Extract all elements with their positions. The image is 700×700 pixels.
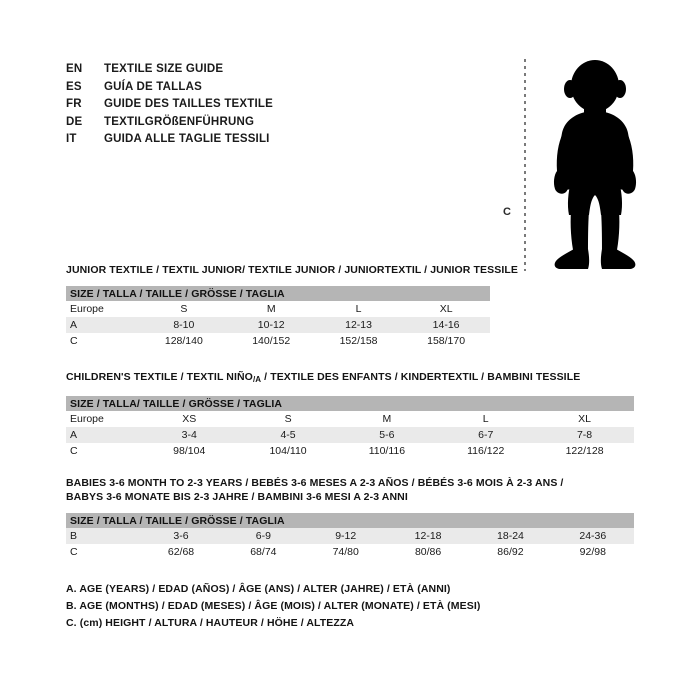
height-measure-label: C	[503, 206, 511, 218]
table-cell: 24-36	[551, 528, 634, 544]
language-code-fr: FR	[66, 98, 82, 110]
table-cell: 3-4	[139, 427, 239, 443]
table-cell: 122/128	[535, 443, 634, 459]
table-cell: 104/110	[238, 443, 338, 459]
table-cell: 7-8	[535, 427, 634, 443]
row-label: Europe	[66, 301, 141, 317]
babies-band-label: SIZE / TALLA / TAILLE / GRÖSSE / TAGLIA	[66, 513, 634, 528]
table-header-row: SIZE / TALLA / TAILLE / GRÖSSE / TAGLIA	[66, 513, 634, 528]
table-cell: 80/86	[386, 544, 470, 560]
table-cell: S	[140, 301, 228, 317]
language-title-de: TEXTILGRÖßENFÜHRUNG	[104, 115, 255, 128]
table-row: C 128/140 140/152 152/158 158/170	[66, 333, 490, 349]
table-cell: 9-12	[304, 528, 387, 544]
babies-textile-section: BABIES 3-6 MONTH TO 2-3 YEARS / BEBÉS 3-…	[66, 476, 634, 560]
language-title-block: EN TEXTILE SIZE GUIDE ES GUÍA DE TALLAS …	[66, 63, 396, 151]
row-label: C	[66, 333, 141, 349]
table-cell: M	[227, 301, 315, 317]
table-cell: 6-7	[436, 427, 536, 443]
table-cell: XL	[535, 411, 634, 427]
children-band-label: SIZE / TALLA/ TAILLE / GRÖSSE / TAGLIA	[66, 396, 634, 411]
table-cell: 3-6	[139, 528, 223, 544]
table-cell: 18-24	[469, 528, 552, 544]
table-row: C 62/68 68/74 74/80 80/86 86/92 92/98	[66, 544, 634, 560]
legend-line-c: C. (cm) HEIGHT / ALTURA / HAUTEUR / HÖHE…	[66, 617, 355, 629]
table-cell: 92/98	[551, 544, 634, 560]
row-label: A	[66, 317, 141, 333]
table-header-row: SIZE / TALLA / TAILLE / GRÖSSE / TAGLIA	[66, 286, 490, 301]
table-cell: 86/92	[469, 544, 552, 560]
language-row-fr: FR GUIDE DES TAILLES TEXTILE	[66, 98, 396, 116]
row-label: C	[66, 443, 140, 459]
table-row: C 98/104 104/110 110/116 116/122 122/128	[66, 443, 634, 459]
table-row: Europe S M L XL	[66, 301, 490, 317]
table-cell: 152/158	[314, 333, 403, 349]
table-cell: 140/152	[227, 333, 315, 349]
row-label: A	[66, 427, 140, 443]
table-row: B 3-6 6-9 9-12 12-18 18-24 24-36	[66, 528, 634, 544]
children-section-title: CHILDREN'S TEXTILE / TEXTIL NIÑO/A / TEX…	[66, 370, 634, 387]
language-title-es: GUÍA DE TALLAS	[104, 80, 202, 93]
children-title-suffix: / TEXTILE DES ENFANTS / KINDERTEXTIL / B…	[261, 371, 581, 383]
table-cell: M	[337, 411, 437, 427]
table-cell: XS	[139, 411, 239, 427]
table-cell: 12-13	[314, 317, 403, 333]
language-row-en: EN TEXTILE SIZE GUIDE	[66, 63, 396, 81]
table-row: Europe XS S M L XL	[66, 411, 634, 427]
language-title-en: TEXTILE SIZE GUIDE	[104, 63, 224, 75]
junior-textile-section: JUNIOR TEXTILE / TEXTIL JUNIOR/ TEXTILE …	[66, 263, 518, 349]
table-cell: L	[436, 411, 536, 427]
table-cell: 10-12	[227, 317, 315, 333]
language-row-it: IT GUIDA ALLE TAGLIE TESSILI	[66, 133, 396, 151]
table-cell: XL	[402, 301, 490, 317]
babies-section-title-line2: BABYS 3-6 MONATE BIS 2-3 JAHRE / BAMBINI…	[66, 491, 408, 503]
babies-section-title-line1: BABIES 3-6 MONTH TO 2-3 YEARS / BEBÉS 3-…	[66, 477, 564, 489]
language-row-de: DE TEXTILGRÖßENFÜHRUNG	[66, 116, 396, 134]
children-title-prefix: CHILDREN'S TEXTILE / TEXTIL NIÑO	[66, 371, 253, 383]
table-cell: 12-18	[386, 528, 470, 544]
legend-line-b: B. AGE (MONTHS) / EDAD (MESES) / ÂGE (MO…	[66, 600, 481, 612]
language-code-de: DE	[66, 115, 83, 128]
table-row: A 8-10 10-12 12-13 14-16	[66, 317, 490, 333]
dotted-height-line-icon	[524, 59, 526, 271]
table-cell: 6-9	[222, 528, 305, 544]
junior-size-table: SIZE / TALLA / TAILLE / GRÖSSE / TAGLIA …	[66, 286, 490, 349]
table-cell: 158/170	[402, 333, 490, 349]
row-label: C	[66, 544, 140, 560]
table-cell: 98/104	[139, 443, 239, 459]
table-cell: 8-10	[140, 317, 228, 333]
language-code-en: EN	[66, 63, 83, 75]
measurement-legend: A. AGE (YEARS) / EDAD (AÑOS) / ÂGE (ANS)…	[66, 581, 526, 632]
table-cell: 68/74	[222, 544, 305, 560]
table-cell: 62/68	[139, 544, 223, 560]
table-cell: 128/140	[140, 333, 228, 349]
table-cell: 116/122	[436, 443, 536, 459]
table-cell: S	[238, 411, 338, 427]
language-row-es: ES GUÍA DE TALLAS	[66, 81, 396, 99]
table-cell: 110/116	[337, 443, 437, 459]
table-cell: 74/80	[304, 544, 387, 560]
table-cell: 4-5	[238, 427, 338, 443]
table-cell: 14-16	[402, 317, 490, 333]
language-code-it: IT	[66, 133, 77, 145]
table-cell: 5-6	[337, 427, 437, 443]
language-code-es: ES	[66, 80, 82, 93]
table-header-row: SIZE / TALLA/ TAILLE / GRÖSSE / TAGLIA	[66, 396, 634, 411]
junior-section-title: JUNIOR TEXTILE / TEXTIL JUNIOR/ TEXTILE …	[66, 264, 518, 276]
babies-size-table: SIZE / TALLA / TAILLE / GRÖSSE / TAGLIA …	[66, 513, 634, 560]
height-measurement-figure: C	[495, 45, 655, 271]
language-title-it: GUIDA ALLE TAGLIE TESSILI	[104, 133, 270, 145]
legend-line-a: A. AGE (YEARS) / EDAD (AÑOS) / ÂGE (ANS)…	[66, 583, 451, 595]
table-row: A 3-4 4-5 5-6 6-7 7-8	[66, 427, 634, 443]
children-title-sub: /A	[252, 375, 262, 384]
language-title-fr: GUIDE DES TAILLES TEXTILE	[104, 98, 273, 110]
child-silhouette-icon	[543, 59, 647, 271]
row-label: B	[66, 528, 140, 544]
junior-band-label: SIZE / TALLA / TAILLE / GRÖSSE / TAGLIA	[66, 286, 490, 301]
children-textile-section: CHILDREN'S TEXTILE / TEXTIL NIÑO/A / TEX…	[66, 370, 634, 459]
table-cell: L	[314, 301, 403, 317]
children-size-table: SIZE / TALLA/ TAILLE / GRÖSSE / TAGLIA E…	[66, 396, 634, 459]
row-label: Europe	[66, 411, 140, 427]
